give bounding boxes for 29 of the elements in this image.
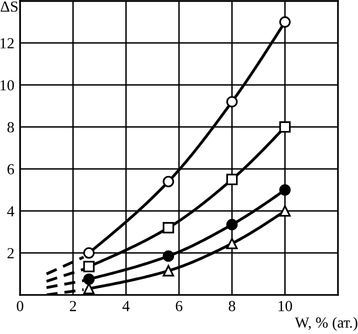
point: [162, 265, 174, 276]
point: [83, 273, 95, 285]
point: [162, 176, 174, 188]
x-axis-title: W, % (ат.): [294, 316, 358, 331]
point: [83, 247, 95, 259]
x-tick-label: 2: [70, 300, 76, 312]
point: [279, 205, 291, 217]
y-tick-label: 6: [8, 164, 14, 174]
x-tick-label: 8: [228, 300, 236, 312]
x-tick-label: 10: [278, 300, 292, 312]
x-tick-label: 4: [122, 301, 130, 312]
point: [226, 174, 238, 186]
y-tick-label: 4: [7, 206, 14, 216]
y-tick-label: 8: [7, 122, 14, 132]
point: [83, 260, 95, 272]
point: [226, 96, 238, 108]
y-tick-label: 10: [0, 80, 14, 90]
x-tick-label: 0: [16, 300, 24, 312]
y-tick-label: 2: [8, 248, 14, 258]
y-axis-title: ΔS: [0, 1, 18, 12]
point: [279, 16, 291, 28]
point: [279, 184, 291, 196]
point: [226, 218, 238, 230]
point: [162, 250, 174, 262]
x-tick-label: 6: [176, 300, 182, 312]
point: [162, 222, 174, 234]
point: [279, 121, 291, 133]
y-tick-label: 12: [0, 38, 14, 48]
point: [226, 238, 238, 250]
